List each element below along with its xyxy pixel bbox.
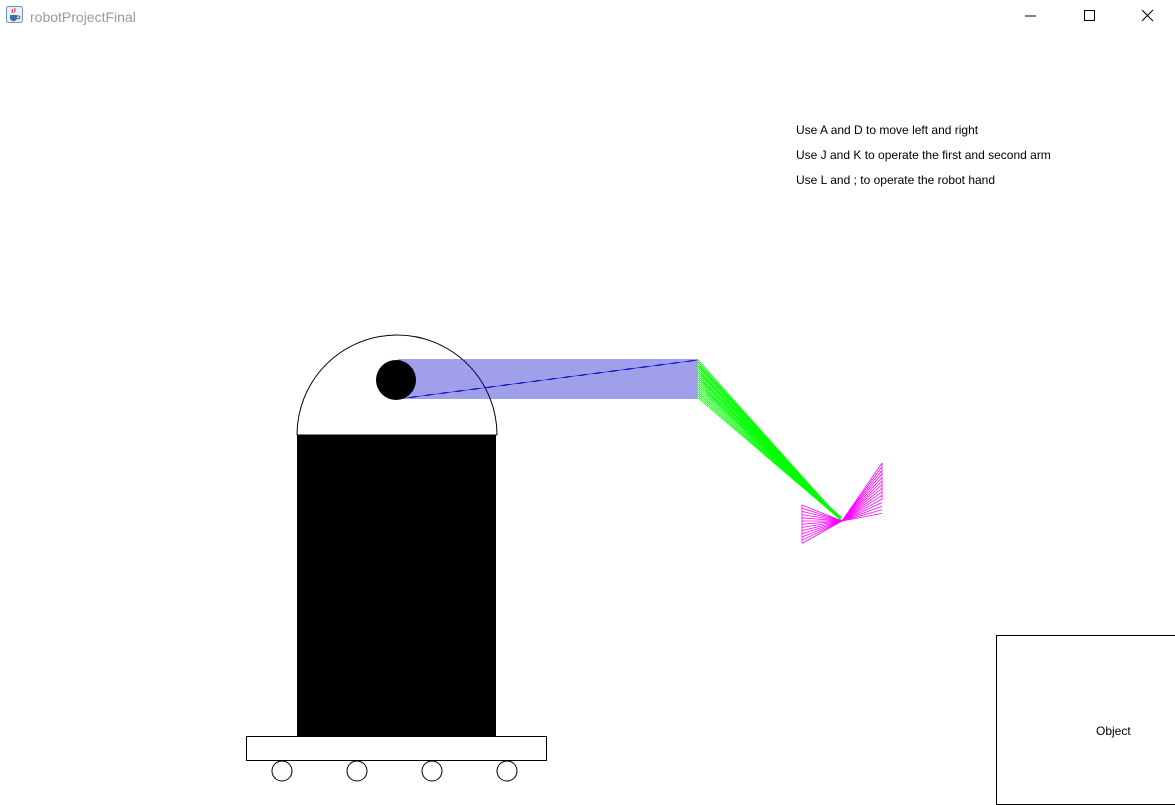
- robot-canvas: [246, 334, 883, 782]
- first-arm-diagonal: [397, 359, 699, 400]
- hand-finger-stroke: [801, 520, 843, 528]
- hand-finger-stroke: [801, 520, 843, 538]
- instruction-arms: Use J and K to operate the first and sec…: [796, 148, 1051, 162]
- hand-finger-stroke: [801, 507, 843, 522]
- robot-body: [297, 435, 496, 736]
- hand-finger-stroke: [801, 514, 843, 522]
- hand-finger-stroke: [801, 520, 843, 535]
- robot-wheels: [271, 760, 518, 782]
- hand-finger-stroke: [801, 511, 843, 522]
- hand-finger-stroke: [841, 502, 883, 522]
- robot-hand: [801, 462, 883, 544]
- hand-finger-stroke: [841, 505, 883, 522]
- hand-finger-stroke: [801, 520, 843, 531]
- close-icon: [1141, 9, 1154, 22]
- maximize-icon: [1084, 10, 1095, 21]
- maximize-button[interactable]: [1059, 0, 1117, 32]
- hand-finger-stroke: [841, 484, 883, 522]
- hand-finger-stroke: [801, 520, 843, 544]
- wheel: [421, 760, 443, 782]
- wheel: [346, 760, 368, 782]
- hand-finger-stroke: [801, 504, 843, 522]
- hand-finger-stroke: [801, 520, 843, 525]
- hand-finger-stroke: [841, 491, 883, 522]
- minimize-button[interactable]: [1001, 0, 1059, 32]
- hand-finger-stroke: [841, 513, 883, 522]
- close-button[interactable]: [1117, 0, 1175, 32]
- minimize-icon: [1025, 15, 1036, 17]
- robot-shoulder-joint: [376, 360, 416, 400]
- robot-second-arm: [697, 359, 843, 522]
- second-arm-stroke: [697, 397, 843, 522]
- robot-base: [246, 736, 547, 761]
- wheel: [496, 760, 518, 782]
- hand-finger-stroke: [841, 509, 883, 522]
- second-arm-stroke: [705, 393, 843, 519]
- hand-finger-stroke: [841, 480, 883, 522]
- instructions-panel: Use A and D to move left and right Use J…: [796, 122, 1051, 197]
- hand-finger-stroke: [841, 498, 883, 522]
- hand-finger-stroke: [841, 495, 883, 522]
- java-cup-icon: [6, 6, 23, 23]
- hand-finger-stroke: [841, 477, 883, 522]
- instruction-move: Use A and D to move left and right: [796, 123, 979, 137]
- robot-first-arm: [397, 359, 699, 400]
- window-title: robotProjectFinal: [30, 9, 136, 25]
- wheel: [271, 760, 293, 782]
- object-label: Object: [1096, 724, 1131, 738]
- instruction-hand: Use L and ; to operate the robot hand: [796, 173, 996, 187]
- window-titlebar: robotProjectFinal: [0, 0, 1175, 32]
- target-object: Object: [996, 635, 1175, 805]
- hand-finger-stroke: [801, 517, 843, 522]
- hand-finger-stroke: [801, 520, 843, 541]
- hand-finger-stroke: [841, 473, 883, 522]
- hand-finger-stroke: [841, 487, 883, 522]
